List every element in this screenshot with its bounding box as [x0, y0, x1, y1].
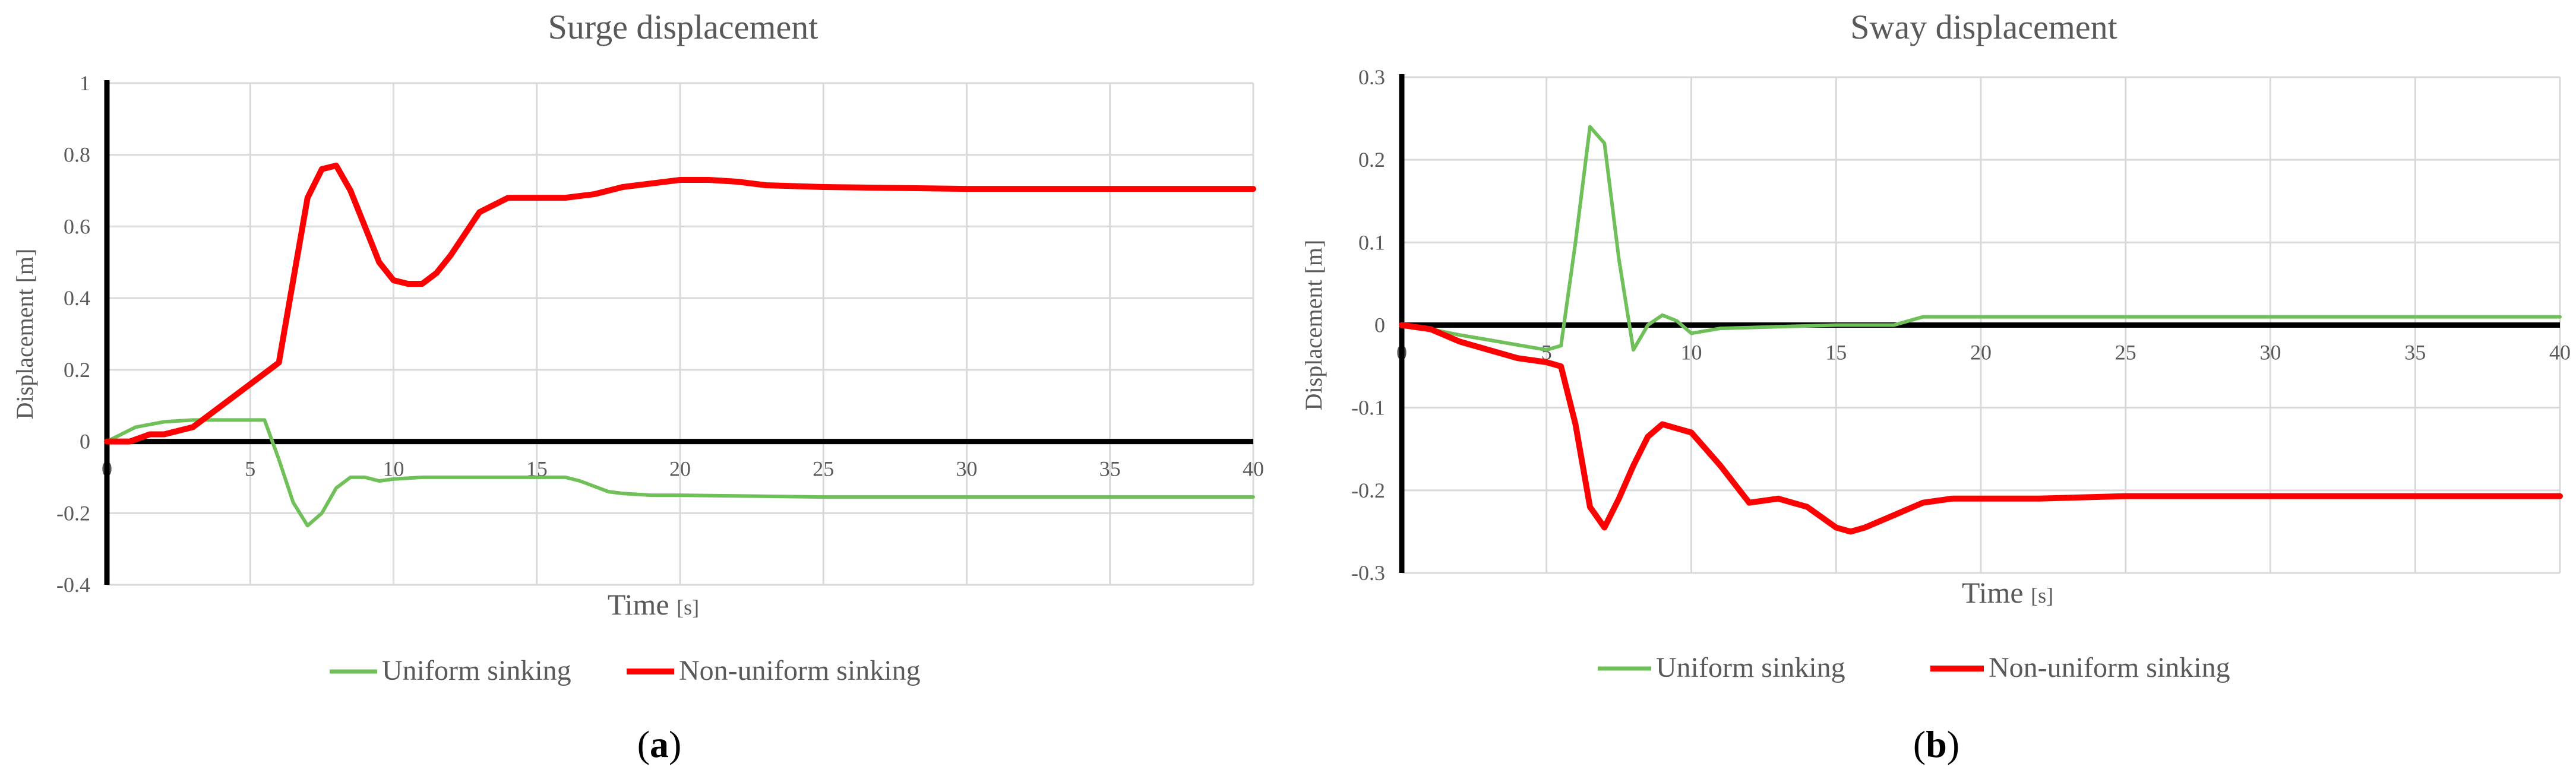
y-tick-label: 0.1 [1358, 230, 1385, 254]
legend-label: Non-uniform sinking [679, 655, 921, 686]
x-axis-label: Time [s] [608, 588, 699, 621]
chart-b: Sway displacement-0.3-0.2-0.100.10.20.30… [1300, 8, 2571, 765]
series-line-non-uniform [1399, 322, 2563, 535]
y-tick-label: 0.3 [1358, 65, 1385, 89]
y-tick-label: 0 [1374, 313, 1385, 337]
chart-a: Surge displacement -0.4 -0.2 0 0.2 0.4 0.6 0.8 1… [11, 8, 1264, 765]
panel-paren-close: ) [1947, 723, 1959, 765]
x-tick-label: 40 [2549, 341, 2571, 365]
y-tick-label: 1 [80, 71, 90, 95]
y-tick-label: 0.2 [1358, 148, 1385, 172]
y-tick-label: -0.3 [1351, 561, 1385, 585]
x-axis-label: Time [s] [1962, 576, 2053, 609]
x-tick-label: 15 [1825, 341, 1847, 365]
y-tick-label: -0.2 [56, 501, 90, 525]
y-tick-label: 0.6 [64, 214, 90, 238]
panel-label: (a) [637, 723, 682, 765]
panel-letter: b [1926, 723, 1947, 765]
x-tick-label: 20 [1970, 341, 1992, 365]
x-tick-label: 5 [245, 457, 255, 481]
legend-label: Uniform sinking [1656, 652, 1845, 683]
chart-title: Sway displacement [1850, 8, 2117, 46]
x-tick-label: 35 [1099, 457, 1121, 481]
y-tick-label: -0.1 [1351, 396, 1385, 420]
x-tick-label: 35 [2404, 341, 2426, 365]
x-tick-label: 30 [2260, 341, 2281, 365]
x-tick-label: 40 [1243, 457, 1264, 481]
series-line-uniform [105, 418, 1255, 528]
chart-title: Surge displacement [548, 8, 818, 46]
y-tick-label: 0.4 [64, 286, 90, 310]
x-axis-label-text: Time [608, 588, 677, 621]
y-tick-label: 0.8 [64, 143, 90, 167]
series-line-uniform [1400, 125, 2562, 352]
panel-letter: a [650, 723, 669, 765]
x-axis-label-unit: [s] [2031, 584, 2053, 607]
panel-paren-open: ( [1913, 723, 1926, 765]
y-tick-label: 0.2 [64, 358, 90, 382]
x-tick-label: 10 [383, 457, 404, 481]
panel-paren-open: ( [637, 723, 650, 765]
legend-label: Uniform sinking [382, 655, 571, 686]
x-tick-label: 5 [1541, 341, 1552, 365]
y-tick-label: -0.4 [56, 573, 90, 597]
x-tick-label: 25 [813, 457, 834, 481]
x-tick-label: 20 [669, 457, 691, 481]
x-axis-label-text: Time [1962, 576, 2031, 609]
x-tick-label: 30 [956, 457, 978, 481]
y-axis-label: Displacement [m] [1300, 240, 1327, 411]
series-line-non-uniform [104, 162, 1256, 445]
panel-label: (b) [1913, 723, 1959, 765]
legend-label: Non-uniform sinking [1989, 652, 2230, 683]
y-tick-label: -0.2 [1351, 479, 1385, 502]
x-tick-label: 25 [2115, 341, 2136, 365]
panel-paren-close: ) [669, 723, 681, 765]
x-axis-label-unit: [s] [677, 596, 699, 619]
y-axis-label: Displacement [m] [11, 249, 38, 420]
y-tick-label: 0 [80, 430, 90, 454]
x-tick-label: 10 [1681, 341, 1702, 365]
